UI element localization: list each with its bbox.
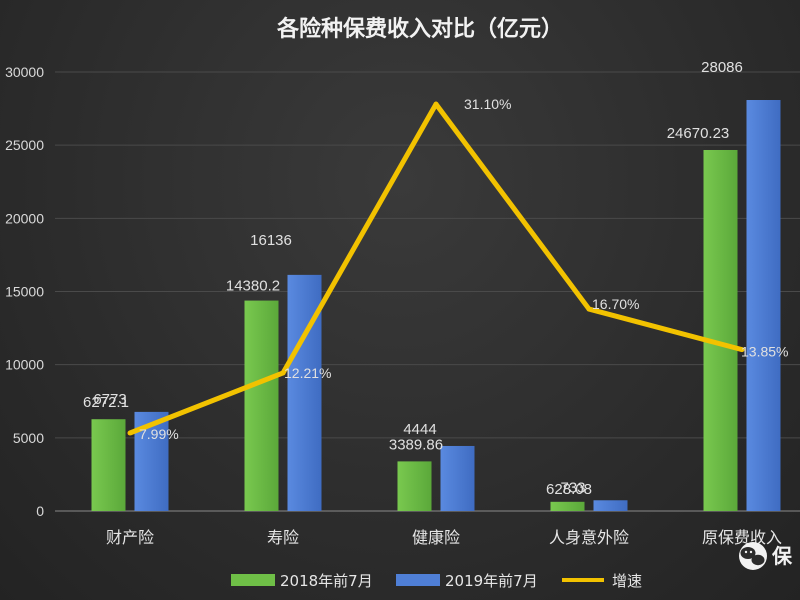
legend-swatch-2019 xyxy=(396,574,440,586)
bar-2018 xyxy=(703,149,738,511)
y-tick-label: 10000 xyxy=(5,357,44,373)
y-tick-label: 0 xyxy=(36,503,44,519)
growth-point xyxy=(280,370,286,376)
x-category-label: 财产险 xyxy=(106,528,154,547)
growth-value-label: 31.10% xyxy=(464,96,511,112)
growth-value-label: 7.99% xyxy=(139,426,179,442)
bar-2018 xyxy=(550,501,585,511)
bar-value-label: 3389.86 xyxy=(389,436,443,453)
bar-2018 xyxy=(244,300,279,511)
bar-value-label: 24670.23 xyxy=(667,125,730,142)
y-tick-label: 25000 xyxy=(5,137,44,153)
bar-value-label: 6272.1 xyxy=(83,394,129,411)
x-category-label: 人身意外险 xyxy=(549,528,629,547)
y-tick-label: 5000 xyxy=(13,430,44,446)
bar-value-label: 6773 xyxy=(93,391,126,408)
bar-2019 xyxy=(440,445,475,511)
y-tick-label: 30000 xyxy=(5,64,44,80)
growth-point xyxy=(433,101,439,107)
bar-value-label: 14380.2 xyxy=(226,278,280,295)
bar-2019 xyxy=(593,500,628,511)
bar-value-label: 16136 xyxy=(250,232,292,249)
growth-value-label: 16.70% xyxy=(592,296,639,312)
x-category-label: 原保费收入 xyxy=(702,528,782,547)
legend: 2018年前7月 2019年前7月 增速 xyxy=(231,572,642,590)
y-tick-label: 15000 xyxy=(5,284,44,300)
legend-label-growth: 增速 xyxy=(612,572,642,590)
legend-label-2018: 2018年前7月 xyxy=(280,572,373,590)
x-category-label: 寿险 xyxy=(267,528,299,547)
bar-value-label: 4444 xyxy=(403,421,436,438)
wechat-icon xyxy=(739,542,767,570)
growth-value-label: 12.21% xyxy=(284,365,331,381)
bar-value-label: 733 xyxy=(560,479,585,496)
bar-2018 xyxy=(397,461,432,511)
growth-value-label: 13.85% xyxy=(741,344,788,360)
bar-2018 xyxy=(91,419,126,511)
growth-point xyxy=(127,430,133,436)
y-tick-label: 20000 xyxy=(5,210,44,226)
data-labels: 6272.1 14380.2 3389.86 628.08 24670.23 6773 16… xyxy=(83,59,788,498)
chart-title: 各险种保费收入对比（亿元） xyxy=(276,16,563,42)
wechat-watermark: 保 xyxy=(739,542,793,570)
y-axis-ticks: 0 5000 10000 15000 20000 25000 30000 xyxy=(5,64,44,519)
bar-2019 xyxy=(746,100,781,511)
legend-swatch-2018 xyxy=(231,574,275,586)
growth-line-path xyxy=(129,101,743,436)
x-axis-categories: 财产险 寿险 健康险 人身意外险 原保费收入 xyxy=(106,528,782,547)
growth-point xyxy=(739,347,745,353)
bar-value-label: 628.08 xyxy=(546,481,592,498)
x-category-label: 健康险 xyxy=(412,528,460,547)
bar-value-label: 28086 xyxy=(701,59,743,76)
legend-label-2019: 2019年前7月 xyxy=(445,572,538,590)
grid-lines xyxy=(55,71,800,512)
growth-point xyxy=(586,306,592,312)
watermark-text: 保 xyxy=(771,544,793,568)
growth-line xyxy=(127,101,745,436)
